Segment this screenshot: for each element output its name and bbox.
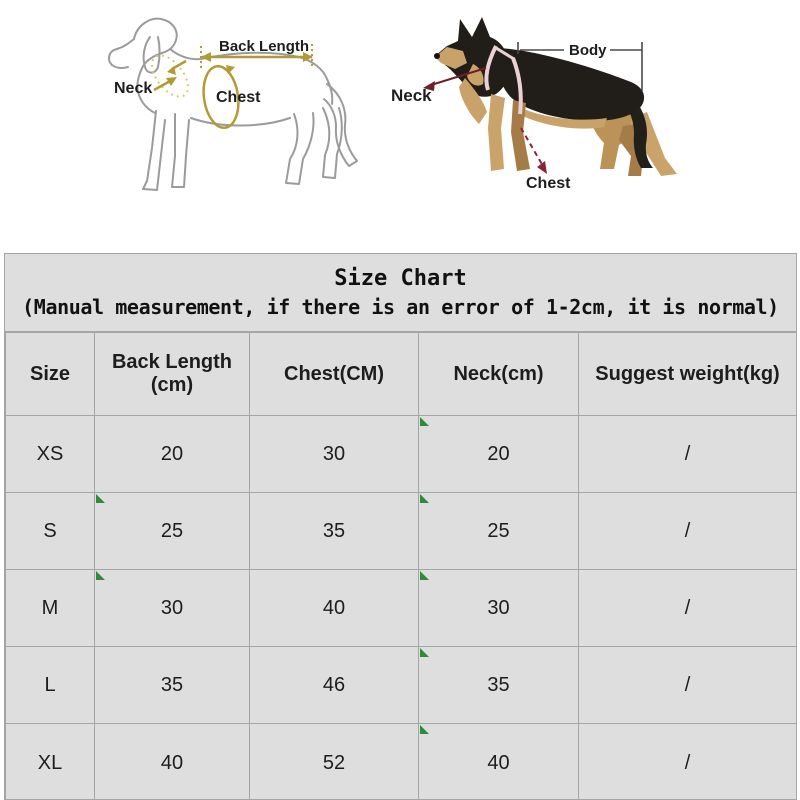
body-dimension-lines xyxy=(517,42,643,91)
back-length-label: Back Length xyxy=(219,38,310,55)
col-header-back-length: Back Length (cm) xyxy=(94,332,250,416)
dog-muzzle xyxy=(435,47,467,69)
harness-straps xyxy=(484,45,523,115)
neck-arrow xyxy=(153,59,187,92)
dog-ear xyxy=(142,36,161,74)
german-shepherd-figure xyxy=(423,17,677,176)
dog-head xyxy=(435,17,510,97)
size-row-s: S 25 35 25 / xyxy=(5,492,796,570)
col-header-weight: Suggest weight(kg) xyxy=(578,332,796,416)
cell-size: XS xyxy=(5,415,95,493)
size-row-xl: XL 40 52 40 / xyxy=(5,723,796,799)
cell-weight: / xyxy=(578,569,796,647)
cell-chest: 35 xyxy=(249,492,419,570)
size-table-header-row: Size Back Length (cm) Chest(CM) Neck(cm)… xyxy=(5,332,796,416)
neck-label-right: Neck xyxy=(391,86,432,105)
dog-tail xyxy=(323,83,358,167)
cell-neck: 20 xyxy=(418,415,579,493)
size-row-l: L 35 46 35 / xyxy=(5,646,796,724)
cell-corner-marker xyxy=(420,417,429,426)
cell-corner-marker xyxy=(96,494,105,503)
cell-chest: 30 xyxy=(249,415,419,493)
cell-neck: 35 xyxy=(418,646,579,724)
cell-corner-marker xyxy=(420,494,429,503)
col-header-size: Size xyxy=(5,332,95,416)
cell-weight: / xyxy=(578,492,796,570)
cell-corner-marker xyxy=(96,571,105,580)
size-chart-title-block: Size Chart (Manual measurement, if there… xyxy=(5,254,796,332)
dog-photo-shapes xyxy=(434,17,677,176)
body-label: Body xyxy=(566,42,610,59)
dog-tail xyxy=(625,100,653,168)
chest-pointer-arrow xyxy=(520,127,547,174)
cell-back-length: 35 xyxy=(94,646,250,724)
col-header-neck: Neck(cm) xyxy=(418,332,579,416)
cell-size: XL xyxy=(5,723,95,799)
chest-label-right: Chest xyxy=(526,175,571,192)
size-chart-title: Size Chart xyxy=(334,266,467,291)
cell-back-length: 20 xyxy=(94,415,250,493)
cell-back-length: 25 xyxy=(94,492,250,570)
col-header-back-length-line1: Back Length xyxy=(111,351,233,373)
cell-neck: 25 xyxy=(418,492,579,570)
cell-size: M xyxy=(5,569,95,647)
cell-corner-marker xyxy=(420,725,429,734)
col-header-back-length-line2: (cm) xyxy=(150,374,194,396)
dog-outline xyxy=(108,17,358,191)
size-chart-panel: Size Chart (Manual measurement, if there… xyxy=(4,253,797,800)
cell-chest: 40 xyxy=(249,569,419,647)
size-row-m: M 30 40 30 / xyxy=(5,569,796,647)
cell-weight: / xyxy=(578,415,796,493)
cell-chest: 52 xyxy=(249,723,419,799)
cell-size: L xyxy=(5,646,95,724)
cell-neck: 40 xyxy=(418,723,579,799)
cell-back-length: 40 xyxy=(94,723,250,799)
size-table: Size Back Length (cm) Chest(CM) Neck(cm)… xyxy=(5,332,796,799)
cell-chest: 46 xyxy=(249,646,419,724)
dog-saddle xyxy=(497,48,645,122)
chest-measure-ellipse xyxy=(202,64,240,130)
chest-label-left: Chest xyxy=(216,89,261,106)
cell-weight: / xyxy=(578,723,796,799)
cell-corner-marker xyxy=(420,571,429,580)
line-art-dog-figure xyxy=(108,17,358,191)
cell-neck: 30 xyxy=(418,569,579,647)
size-chart-subtitle: (Manual measurement, if there is an erro… xyxy=(22,295,779,319)
neck-measure-ellipse xyxy=(151,54,189,98)
neck-label-left: Neck xyxy=(114,80,153,97)
size-row-xs: XS 20 30 20 / xyxy=(5,415,796,493)
cell-back-length: 30 xyxy=(94,569,250,647)
cell-corner-marker xyxy=(420,648,429,657)
cell-size: S xyxy=(5,492,95,570)
col-header-chest: Chest(CM) xyxy=(249,332,419,416)
back-length-arrow xyxy=(200,44,313,71)
cell-weight: / xyxy=(578,646,796,724)
neck-pointer-arrow xyxy=(423,67,487,91)
